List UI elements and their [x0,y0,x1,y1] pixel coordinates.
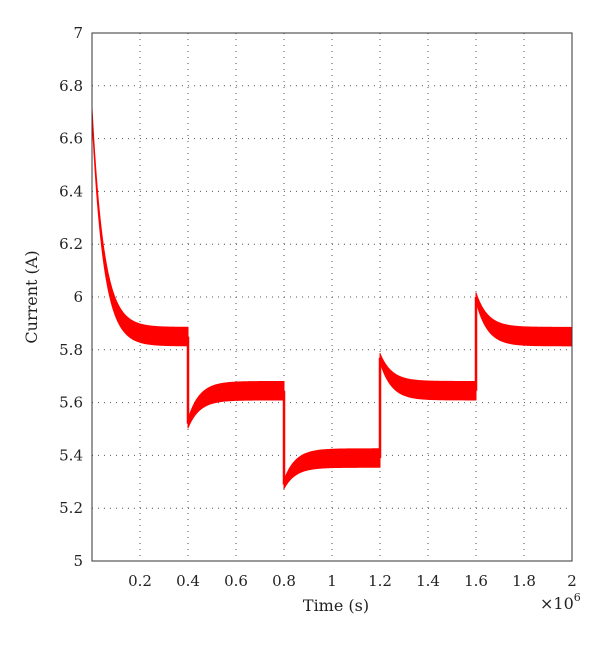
y-axis-label: Current (A) [22,250,41,343]
x-multiplier-exponent: 6 [574,591,581,604]
y-tick-label: 6 [73,288,83,306]
plot-frame [91,32,573,562]
x-tick-label: 2 [567,572,577,590]
x-axis-label: Time (s) [303,596,369,615]
x-tick-label: 1 [327,572,337,590]
series-segment-3 [283,448,381,490]
series-segment-4 [379,353,477,401]
y-tick-label: 5.6 [59,394,83,412]
y-tick-label: 5 [73,552,83,570]
x-tick-label: 0.2 [128,572,152,590]
series-group [91,107,573,490]
y-tick-label: 5.8 [59,341,83,359]
y-tick-labels: 5 5.2 5.4 5.6 5.8 6 6.2 6.4 6.6 6.8 7 [59,24,83,570]
x-tick-label: 1.8 [512,572,536,590]
y-tick-label: 5.2 [59,499,83,517]
x-tick-label: 1.2 [368,572,392,590]
x-tick-label: 1.6 [464,572,488,590]
y-tick-label: 6.6 [59,130,83,148]
y-tick-label: 6.8 [59,77,83,95]
y-tick-label: 6.4 [59,182,83,200]
x-tick-label: 1.4 [416,572,440,590]
x-tick-label: 0.4 [176,572,200,590]
current-series [91,107,573,490]
y-tick-label: 6.2 [59,235,83,253]
x-tick-labels: 0.2 0.4 0.6 0.8 1 1.2 1.4 1.6 1.8 2 [128,572,577,590]
x-tick-label: 0.6 [224,572,248,590]
grid-lines [92,33,572,561]
y-tick-label: 7 [73,24,83,42]
x-tick-label: 0.8 [272,572,296,590]
x-multiplier: ×106 [540,591,581,613]
y-tick-label: 5.4 [59,446,83,464]
